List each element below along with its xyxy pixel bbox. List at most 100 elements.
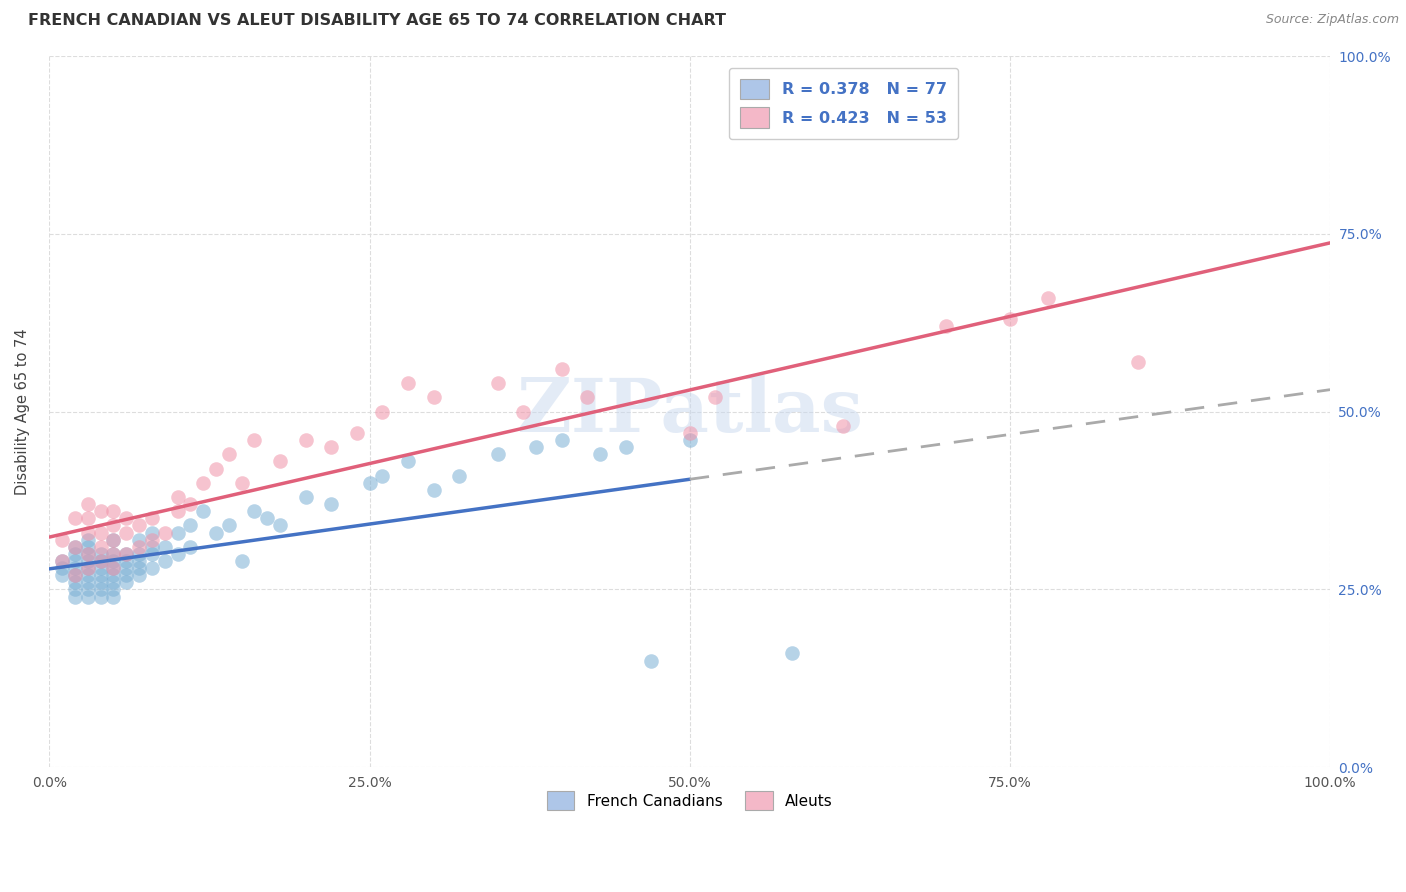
Point — [63, 540, 86, 554]
Point — [141, 540, 163, 554]
Point — [998, 312, 1021, 326]
Point — [166, 525, 188, 540]
Point — [63, 547, 86, 561]
Point — [153, 525, 176, 540]
Point — [218, 447, 240, 461]
Point — [90, 561, 112, 575]
Point — [90, 525, 112, 540]
Point — [269, 518, 291, 533]
Point — [371, 405, 394, 419]
Point — [76, 561, 98, 575]
Point — [76, 568, 98, 582]
Point — [141, 547, 163, 561]
Y-axis label: Disability Age 65 to 74: Disability Age 65 to 74 — [15, 328, 30, 495]
Point — [191, 504, 214, 518]
Point — [128, 568, 150, 582]
Point — [128, 547, 150, 561]
Legend: French Canadians, Aleuts: French Canadians, Aleuts — [541, 785, 839, 816]
Point — [153, 554, 176, 568]
Point — [396, 454, 419, 468]
Point — [63, 568, 86, 582]
Point — [679, 433, 702, 447]
Point — [90, 582, 112, 597]
Point — [76, 547, 98, 561]
Point — [115, 547, 138, 561]
Point — [63, 582, 86, 597]
Point — [294, 490, 316, 504]
Point — [1126, 355, 1149, 369]
Point — [422, 483, 444, 497]
Point — [90, 575, 112, 590]
Point — [243, 433, 266, 447]
Point — [486, 376, 509, 391]
Point — [486, 447, 509, 461]
Point — [76, 590, 98, 604]
Point — [231, 554, 253, 568]
Point — [780, 647, 803, 661]
Point — [256, 511, 278, 525]
Point — [422, 391, 444, 405]
Point — [128, 561, 150, 575]
Point — [550, 433, 572, 447]
Point — [115, 547, 138, 561]
Point — [371, 468, 394, 483]
Point — [103, 561, 125, 575]
Point — [90, 504, 112, 518]
Point — [294, 433, 316, 447]
Point — [103, 547, 125, 561]
Point — [76, 561, 98, 575]
Point — [640, 654, 662, 668]
Point — [346, 425, 368, 440]
Point — [90, 568, 112, 582]
Point — [103, 533, 125, 547]
Point — [76, 540, 98, 554]
Point — [512, 405, 534, 419]
Point — [1038, 291, 1060, 305]
Point — [243, 504, 266, 518]
Point — [103, 590, 125, 604]
Point — [679, 425, 702, 440]
Point — [76, 525, 98, 540]
Point — [231, 475, 253, 490]
Point — [90, 547, 112, 561]
Point — [179, 497, 201, 511]
Point — [51, 554, 73, 568]
Point — [63, 511, 86, 525]
Point — [218, 518, 240, 533]
Point — [103, 554, 125, 568]
Point — [115, 554, 138, 568]
Point — [63, 590, 86, 604]
Point — [589, 447, 612, 461]
Point — [128, 518, 150, 533]
Point — [63, 554, 86, 568]
Point — [115, 575, 138, 590]
Point — [63, 561, 86, 575]
Point — [141, 561, 163, 575]
Point — [103, 582, 125, 597]
Point — [321, 497, 343, 511]
Point — [449, 468, 471, 483]
Point — [103, 518, 125, 533]
Point — [141, 533, 163, 547]
Point — [63, 568, 86, 582]
Point — [205, 525, 228, 540]
Point — [166, 547, 188, 561]
Point — [128, 540, 150, 554]
Point — [63, 575, 86, 590]
Point — [141, 525, 163, 540]
Point — [103, 547, 125, 561]
Point — [166, 504, 188, 518]
Point — [704, 391, 727, 405]
Point — [76, 547, 98, 561]
Text: ZIPatlas: ZIPatlas — [516, 376, 863, 448]
Point — [832, 419, 855, 434]
Point — [90, 540, 112, 554]
Point — [76, 533, 98, 547]
Point — [935, 319, 957, 334]
Point — [76, 575, 98, 590]
Point — [524, 440, 547, 454]
Point — [321, 440, 343, 454]
Point — [63, 540, 86, 554]
Point — [76, 582, 98, 597]
Point — [76, 511, 98, 525]
